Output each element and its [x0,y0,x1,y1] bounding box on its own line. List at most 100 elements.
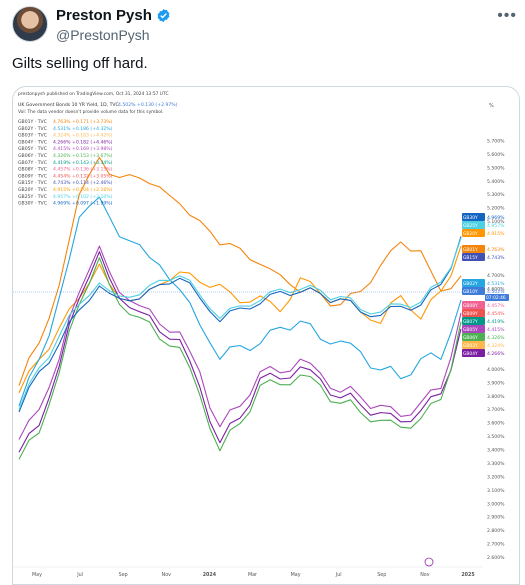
verified-badge-icon [157,8,170,23]
price-tag-label: GB15Y [463,255,478,261]
legend-name: GB30Y · TVC [18,201,47,207]
price-tag [462,229,485,237]
price-tag-label: GB05Y [463,327,478,333]
legend-value: 4.454% +0.132 (+3.05%) [53,173,113,179]
x-tick-label: Sep [119,572,128,578]
y-tick-label: 3.700% [487,407,505,413]
y-tick-label: 4.700% [487,273,505,279]
price-tag-value: 4.266% [487,351,505,357]
legend-name: GB05Y · TVC [18,146,47,152]
price-tag-label: GB30Y [463,215,478,221]
price-tag [462,333,485,341]
price-tag [462,245,485,253]
more-options-icon[interactable]: ••• [497,7,517,24]
series-line-gb05y [18,245,462,440]
price-tag [462,213,485,221]
profile-avatar[interactable] [12,6,48,42]
legend-name: GB09Y · TVC [18,173,47,179]
y-tick-label: 2.700% [487,542,505,548]
price-tag-label: GB04Y [463,351,478,357]
price-tag-value: 4.419% [487,319,505,325]
price-tag-label: GB10Y [463,289,478,295]
tweet-header: Preston Pysh @PrestonPysh ••• [12,6,517,46]
legend-name: GB06Y · TVC [18,153,47,159]
price-tag-value: 4.957% [487,223,505,229]
x-tick-label: Sep [377,572,386,578]
series-line-gb01y [18,156,462,386]
legend-value: 4.763% +0.171 (+3.73%) [53,119,113,125]
y-tick-label: 5.200% [487,206,505,212]
legend-value: 4.969% +0.097 (+1.99%) [53,201,113,207]
x-tick-label: 2025 [461,572,474,578]
yield-chart: prestonpysh published on TradingView.com… [13,91,509,578]
y-tick-label: 2.600% [487,555,505,561]
price-tag-label: GB09Y [463,311,478,317]
price-tag-value: 4.326% [487,335,505,341]
legend-value: 4.415% +0.169 (+3.98%) [53,146,113,152]
legend-value: 4.915% +0.104 (+2.16%) [53,187,113,193]
y-tick-label: 3.000% [487,501,505,507]
x-tick-label: May [291,572,301,578]
series-line-gb02y [18,196,462,407]
price-tag-label: GB08Y [463,303,478,309]
price-tag-value: 4.743% [487,255,505,261]
price-tag-value: 4.454% [487,311,505,317]
price-tag-label: GB07Y [463,319,478,325]
chart-title: UK Government Bonds 10 YR Yield, 1D, TVC [18,102,119,108]
chart-image[interactable]: prestonpysh published on TradingView.com… [12,86,520,585]
y-tick-label: 3.300% [487,461,505,467]
price-tag [462,325,485,333]
y-tick-label: 3.200% [487,474,505,480]
x-tick-label: 2024 [203,572,217,578]
display-name[interactable]: Preston Pysh [56,7,152,24]
legend-value: 4.531% +0.186 (+4.32%) [53,126,113,132]
legend-value: 4.957% +0.102 (+2.10%) [53,194,113,200]
price-tag-value: 4.415% [487,327,505,333]
x-tick-label: May [32,572,42,578]
x-tick-label: Jul [335,572,342,578]
price-tag [462,301,485,309]
price-tag [462,309,485,317]
price-tag-label: GB01Y [463,247,478,253]
price-tag-value: 4.915% [487,231,505,237]
y-tick-label: 5.500% [487,165,505,171]
y-tick-label: 3.900% [487,380,505,386]
y-tick-label: 3.600% [487,421,505,427]
legend-value: 4.266% +0.182 (+4.46%) [53,139,113,145]
legend-name: GB04Y · TVC [18,139,47,145]
price-timer-label: 07:02:46 [486,295,506,301]
y-tick-label: 2.900% [487,515,505,521]
y-tick-label: 4.000% [487,367,505,373]
y-tick-label: 5.600% [487,152,505,158]
legend-name: GB03Y · TVC [18,133,47,139]
price-tag-label: GB02Y [463,281,478,287]
author-name-row: Preston Pysh [56,7,171,24]
user-handle[interactable]: @PrestonPysh [56,27,150,43]
replay-marker-icon [424,557,434,567]
chart-published-note: prestonpysh published on TradingView.com… [18,91,169,97]
legend-name: GB02Y · TVC [18,126,47,132]
legend-name: GB08Y · TVC [18,167,47,173]
price-tag-value: 4.969% [487,215,505,221]
price-tag-value: 4.324% [487,343,505,349]
legend-value: 4.457% +0.136 (+3.15%) [53,167,113,173]
y-tick-label: 3.100% [487,488,505,494]
chart-vol-note: Vol: The data vendor doesn't provide vol… [18,109,164,115]
price-tag-label: GB06Y [463,335,478,341]
legend-value: 4.419% +0.143 (+3.34%) [53,160,113,166]
y-tick-label: 4.600% [487,286,505,292]
series-line-gb30y [18,236,462,413]
price-tag [462,287,485,295]
legend-value: 4.743% +0.114 (+2.46%) [53,180,113,186]
series-line-gb25y [18,237,462,410]
x-tick-label: Nov [162,572,172,578]
legend-name: GB01Y · TVC [18,119,47,125]
price-tag-label: GB03Y [463,343,478,349]
y-tick-label: 3.500% [487,434,505,440]
price-tag-value: 4.763% [487,247,505,253]
y-tick-label: 5.100% [487,219,505,225]
y-tick-label: 5.300% [487,192,505,198]
price-tag-label: GB20Y [463,231,478,237]
legend-value: 4.324% +0.183 (+4.42%) [53,133,113,139]
x-tick-label: Nov [420,572,430,578]
